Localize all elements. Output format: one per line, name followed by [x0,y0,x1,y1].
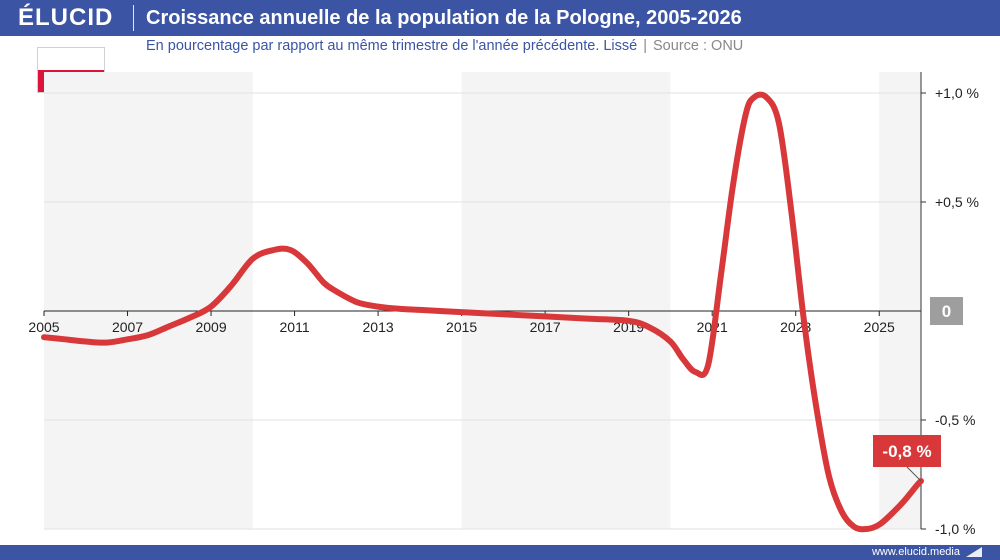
subtitle-separator: | [643,38,648,54]
line-chart: 2005 2007 2009 2011 2013 2015 2017 2019 2021 2023… [28,72,979,537]
subtitle-text: En pourcentage par rapport au même trime… [146,38,638,54]
y-tick-label-1: +0,5 % [935,194,979,210]
header-divider [133,5,134,31]
zero-label: 0 [942,302,951,321]
annotation-label: -0,8 % [882,442,931,461]
x-tick-label-3: 2011 [280,319,310,335]
x-tick-label-0: 2005 [28,319,59,335]
footer-bar: www.elucid.media [0,545,1000,560]
zero-label-box [930,297,963,325]
x-tick-label-6: 2017 [530,319,561,335]
annotation-box [873,435,941,467]
header-bar: ÉLUCID Croissance annuelle de la populat… [0,0,1000,36]
elucid-mark-icon [966,547,982,557]
elucid-logo: ÉLUCID [18,4,114,31]
chart-subtitle: En pourcentage par rapport au même trime… [146,38,743,54]
grid-lines [44,72,922,530]
x-tick-label-4: 2013 [363,319,394,335]
shaded-band-1 [461,72,671,529]
annotation-leader-line [906,466,922,482]
chart-title: Croissance annuelle de la population de … [146,7,742,29]
y-tick-label-3: -1,0 % [935,521,975,537]
y-tick-label-2: -0,5 % [935,412,975,428]
end-value-annotation: -0,8 % [873,435,941,482]
y-tick-label-0: +1,0 % [935,85,979,101]
y-axis-ticks: +1,0 % +0,5 % -0,5 % -1,0 % 0 [921,85,979,537]
x-tick-label-2: 2009 [195,319,226,335]
shaded-bands [44,72,921,529]
x-tick-label-10: 2025 [864,319,895,335]
footer-site-link[interactable]: www.elucid.media [871,546,960,558]
x-tick-label-1: 2007 [112,319,143,335]
x-tick-label-5: 2015 [446,319,477,335]
flag-white-stripe [38,48,104,70]
series-line [41,91,924,533]
source-label: Source : ONU [653,38,744,54]
